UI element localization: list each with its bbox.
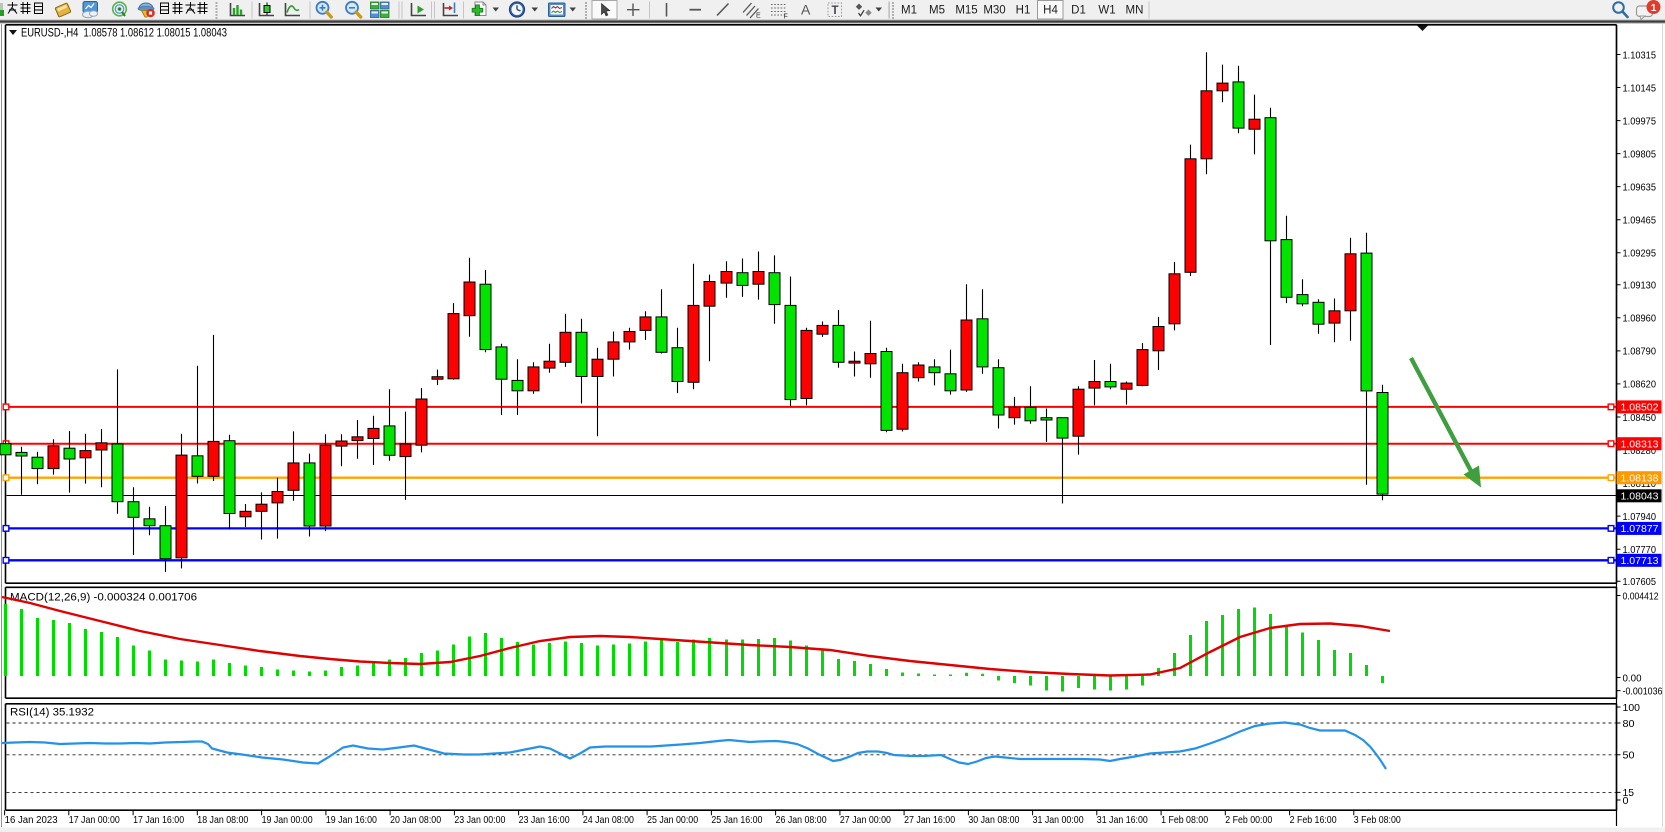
svg-text:27 Jan 00:00: 27 Jan 00:00 (840, 814, 891, 826)
svg-text:M30: M30 (983, 5, 1005, 17)
svg-text:25 Jan 16:00: 25 Jan 16:00 (711, 814, 762, 826)
svg-text:-0.001036: -0.001036 (1623, 685, 1663, 697)
svg-text:1.09975: 1.09975 (1623, 115, 1657, 127)
svg-text:1.08313: 1.08313 (1621, 439, 1659, 451)
svg-text:80: 80 (1623, 718, 1635, 730)
svg-text:20 Jan 08:00: 20 Jan 08:00 (390, 814, 441, 826)
svg-text:19 Jan 16:00: 19 Jan 16:00 (326, 814, 377, 826)
svg-text:1.08620: 1.08620 (1623, 379, 1657, 391)
svg-text:26 Jan 08:00: 26 Jan 08:00 (776, 814, 827, 826)
svg-text:30 Jan 08:00: 30 Jan 08:00 (968, 814, 1019, 826)
svg-text:27 Jan 16:00: 27 Jan 16:00 (904, 814, 955, 826)
svg-text:1.09465: 1.09465 (1623, 215, 1657, 227)
svg-text:18 Jan 08:00: 18 Jan 08:00 (197, 814, 248, 826)
svg-text:D1: D1 (1071, 5, 1086, 17)
svg-text:1.08043: 1.08043 (1621, 491, 1659, 503)
svg-text:1.08138: 1.08138 (1621, 473, 1659, 485)
svg-text:19 Jan 00:00: 19 Jan 00:00 (262, 814, 313, 826)
svg-text:31 Jan 16:00: 31 Jan 16:00 (1097, 814, 1148, 826)
svg-text:15: 15 (1623, 787, 1635, 799)
svg-text:0: 0 (1623, 795, 1629, 807)
svg-text:1.08450: 1.08450 (1623, 412, 1657, 424)
svg-text:23 Jan 00:00: 23 Jan 00:00 (454, 814, 505, 826)
svg-text:100: 100 (1623, 702, 1641, 714)
svg-text:50: 50 (1623, 750, 1635, 762)
svg-text:1.07940: 1.07940 (1623, 511, 1657, 523)
svg-text:H1: H1 (1016, 5, 1031, 17)
svg-text:MACD(12,26,9) -0.000324 0.0017: MACD(12,26,9) -0.000324 0.001706 (10, 592, 197, 604)
svg-text:M1: M1 (901, 5, 917, 17)
svg-text:0.00: 0.00 (1623, 672, 1642, 684)
svg-text:1.08790: 1.08790 (1623, 346, 1657, 358)
svg-text:1.07770: 1.07770 (1623, 544, 1657, 556)
svg-text:1.08960: 1.08960 (1623, 313, 1657, 325)
svg-text:1.09295: 1.09295 (1623, 248, 1657, 260)
svg-text:3 Feb 08:00: 3 Feb 08:00 (1354, 814, 1401, 826)
svg-text:1.07713: 1.07713 (1621, 555, 1659, 567)
svg-text:EURUSD-,H4 1.08578 1.08612 1.: EURUSD-,H4 1.08578 1.08612 1.08015 1.080… (21, 28, 227, 40)
svg-text:2 Feb 16:00: 2 Feb 16:00 (1290, 814, 1337, 826)
svg-text:A: A (801, 2, 811, 18)
svg-text:1.09130: 1.09130 (1623, 280, 1657, 292)
svg-text:MN: MN (1126, 5, 1144, 17)
svg-text:1.07877: 1.07877 (1621, 523, 1659, 535)
svg-text:1 Feb 08:00: 1 Feb 08:00 (1161, 814, 1208, 826)
svg-text:31 Jan 00:00: 31 Jan 00:00 (1033, 814, 1084, 826)
svg-text:2 Feb 00:00: 2 Feb 00:00 (1225, 814, 1272, 826)
svg-text:1: 1 (1651, 2, 1657, 14)
svg-text:16 Jan 2023: 16 Jan 2023 (5, 814, 58, 826)
svg-text:23 Jan 16:00: 23 Jan 16:00 (519, 814, 570, 826)
svg-text:1.07605: 1.07605 (1623, 576, 1657, 588)
svg-text:0.004412: 0.004412 (1623, 590, 1659, 602)
svg-text:25 Jan 00:00: 25 Jan 00:00 (647, 814, 698, 826)
svg-text:T: T (832, 5, 839, 17)
svg-text:M5: M5 (929, 5, 945, 17)
svg-text:M15: M15 (955, 5, 977, 17)
svg-text:1.10315: 1.10315 (1623, 49, 1657, 61)
svg-text:F: F (784, 14, 788, 21)
svg-text:24 Jan 08:00: 24 Jan 08:00 (583, 814, 634, 826)
svg-text:H4: H4 (1043, 5, 1058, 17)
svg-text:W1: W1 (1098, 5, 1115, 17)
svg-text:1.09635: 1.09635 (1623, 181, 1657, 193)
svg-text:17 Jan 16:00: 17 Jan 16:00 (133, 814, 184, 826)
svg-text:E: E (756, 13, 761, 20)
svg-text:17 Jan 00:00: 17 Jan 00:00 (69, 814, 120, 826)
svg-text:1.10145: 1.10145 (1623, 82, 1657, 94)
svg-text:RSI(14) 35.1932: RSI(14) 35.1932 (10, 707, 94, 719)
svg-text:1.09805: 1.09805 (1623, 148, 1657, 160)
svg-text:1.08502: 1.08502 (1621, 402, 1659, 414)
